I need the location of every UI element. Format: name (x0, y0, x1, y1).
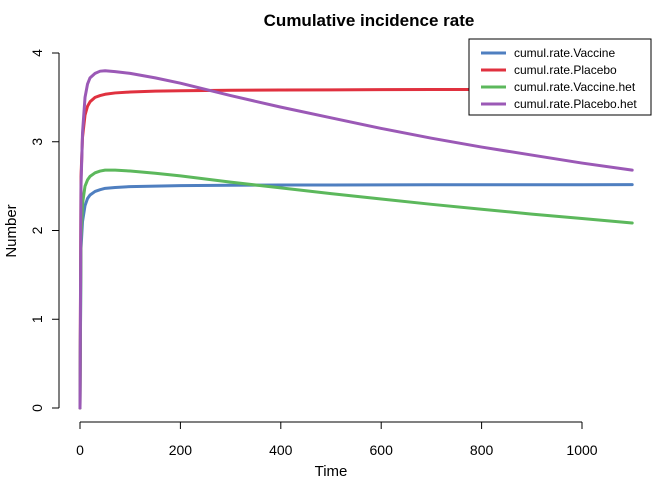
legend-label: cumul.rate.Placebo (514, 63, 617, 77)
x-tick-label: 800 (470, 442, 494, 458)
y-tick-label: 0 (29, 404, 45, 412)
legend-label: cumul.rate.Vaccine.het (514, 80, 636, 94)
y-tick-label: 2 (29, 226, 45, 234)
legend-label: cumul.rate.Vaccine (514, 46, 615, 60)
x-tick-label: 0 (76, 442, 84, 458)
y-tick-label: 4 (29, 49, 45, 57)
y-tick-label: 3 (29, 138, 45, 146)
y-axis: 0 1 2 3 4 (29, 49, 60, 412)
x-tick-label: 1000 (566, 442, 597, 458)
legend: cumul.rate.Vaccine cumul.rate.Placebo cumu… (468, 38, 652, 116)
series-line-cumul-rate-vaccine-het (78, 168, 634, 410)
x-tick-label: 200 (169, 442, 193, 458)
series-layer (78, 69, 634, 410)
x-tick-label: 600 (370, 442, 394, 458)
x-tick-label: 400 (269, 442, 293, 458)
x-axis: 0 200 400 600 800 1000 (76, 421, 598, 458)
series-line-cumul-rate-placebo (78, 87, 634, 410)
series-line-cumul-rate-placebo-het (78, 69, 634, 410)
chart-title: Cumulative incidence rate (264, 11, 475, 30)
y-axis-label: Number (3, 204, 20, 257)
x-axis-label: Time (315, 463, 348, 480)
y-tick-label: 1 (29, 315, 45, 323)
legend-label: cumul.rate.Placebo.het (514, 97, 637, 111)
series-line-cumul-rate-vaccine (78, 183, 634, 410)
